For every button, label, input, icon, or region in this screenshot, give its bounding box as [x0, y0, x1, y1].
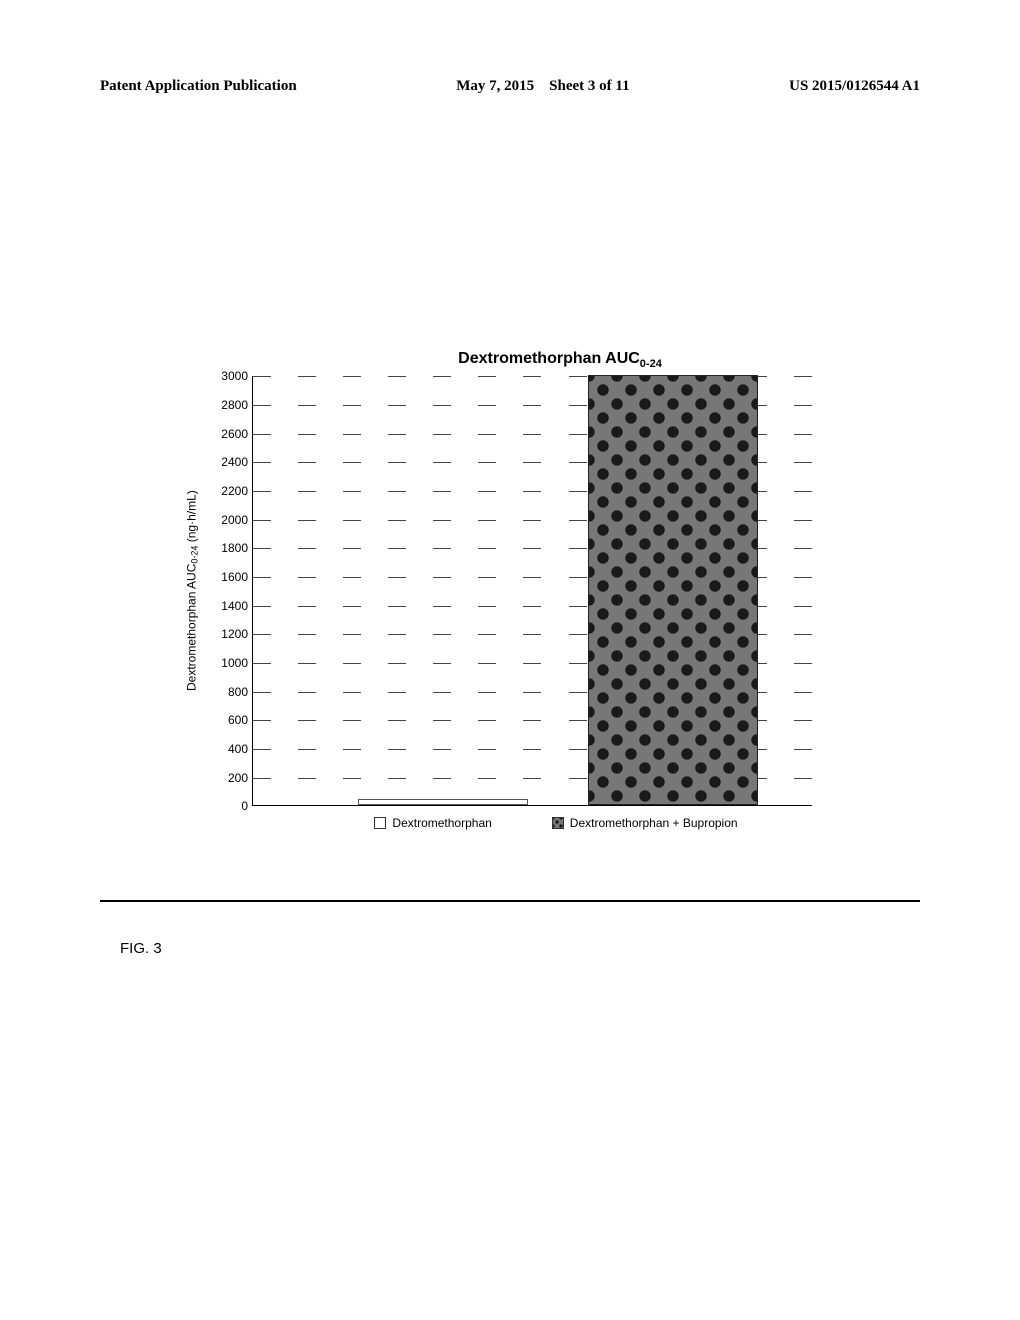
y-tick-label: 1000: [221, 656, 248, 670]
y-tick-label: 1200: [221, 627, 248, 641]
y-tick-label: 200: [228, 771, 248, 785]
y-tick-label: 600: [228, 713, 248, 727]
figure-label: FIG. 3: [120, 940, 162, 957]
separator-line: [100, 900, 920, 902]
chart-container: Dextromethorphan AUC0-24 Dextromethorpha…: [180, 350, 860, 830]
chart-title: Dextromethorphan AUC0-24: [260, 350, 860, 370]
chart-title-sub: 0-24: [640, 358, 662, 370]
header-date: May 7, 2015: [456, 78, 534, 94]
ylabel-main: Dextromethorphan AUC: [184, 564, 198, 691]
header-sheet: Sheet 3 of 11: [549, 78, 629, 94]
y-tick-label: 3000: [221, 369, 248, 383]
y-tick-label: 1600: [221, 570, 248, 584]
y-tick-label: 400: [228, 742, 248, 756]
page-header: Patent Application Publication May 7, 20…: [100, 78, 920, 95]
y-axis-ticks: 0200400600800100012001400160018002000220…: [204, 376, 252, 806]
bar-plain: [358, 799, 528, 805]
ylabel-sub: 0-24: [190, 546, 200, 564]
legend-item: Dextromethorphan + Bupropion: [552, 816, 738, 830]
plot-area: [252, 376, 812, 806]
y-axis-label: Dextromethorphan AUC0-24 (ng·h/mL): [180, 376, 204, 806]
legend-label-1: Dextromethorphan + Bupropion: [570, 816, 738, 830]
y-tick-label: 800: [228, 685, 248, 699]
chart-legend: Dextromethorphan Dextromethorphan + Bupr…: [252, 816, 860, 830]
y-tick-label: 2200: [221, 484, 248, 498]
y-tick-label: 0: [241, 799, 248, 813]
y-tick-label: 1400: [221, 599, 248, 613]
y-tick-label: 2000: [221, 513, 248, 527]
y-tick-label: 2600: [221, 427, 248, 441]
legend-label-0: Dextromethorphan: [392, 816, 491, 830]
header-center: May 7, 2015 Sheet 3 of 11: [456, 78, 629, 95]
ylabel-unit: (ng·h/mL): [184, 491, 198, 546]
plot-row: Dextromethorphan AUC0-24 (ng·h/mL) 02004…: [180, 376, 860, 806]
y-tick-label: 2800: [221, 398, 248, 412]
header-right: US 2015/0126544 A1: [789, 78, 920, 95]
y-tick-label: 1800: [221, 541, 248, 555]
y-tick-label: 2400: [221, 455, 248, 469]
legend-item: Dextromethorphan: [374, 816, 491, 830]
header-left: Patent Application Publication: [100, 78, 297, 95]
legend-swatch-pattern: [552, 817, 564, 829]
chart-title-main: Dextromethorphan AUC: [458, 350, 640, 367]
bar-pattern: [588, 375, 758, 805]
legend-swatch-plain: [374, 817, 386, 829]
